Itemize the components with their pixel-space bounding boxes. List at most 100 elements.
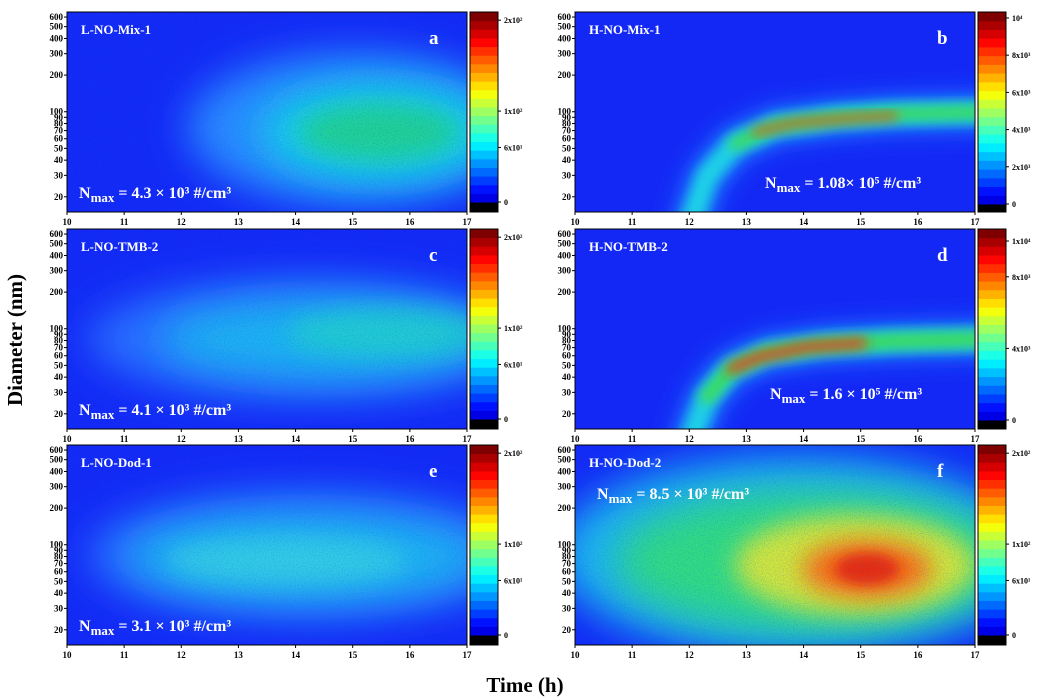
nmax-subscript: max [777,180,801,195]
colorbar-band [470,229,498,239]
panel-title: H-NO-Dod-2 [589,455,661,470]
y-tick-label: 80 [562,119,572,129]
colorbar-band [978,289,1006,299]
y-tick-label: 300 [558,266,572,276]
colorbar-band [470,349,498,360]
colorbar-band [978,557,1006,567]
nmax-annotation: Nmax = 3.1 × 10³ #/cm³ [79,618,231,638]
colorbar-band [470,246,498,256]
colorbar-tick-label: 6x10¹ [504,360,523,369]
nmax-text: = 4.1 × 10³ #/cm³ [118,402,231,419]
colorbar-band [978,38,1006,48]
colorbar-band [978,514,1006,524]
x-tick-label: 14 [291,650,301,660]
y-tick-label: 300 [558,482,572,492]
colorbar-band [978,445,1006,455]
colorbar-band [470,107,498,117]
speckle [67,229,467,429]
colorbar-band [470,315,498,325]
colorbar-band [978,609,1006,619]
nmax-text: = 1.08× 10⁵ #/cm³ [804,175,921,192]
colorbar-band [978,55,1006,65]
y-tick-label: 50 [562,143,572,153]
colorbar-band [470,401,498,411]
colorbar-band [470,470,498,481]
y-tick-label: 50 [562,576,572,586]
colorbar-band [470,272,498,282]
colorbar-tick-label: 2x10² [504,449,523,458]
x-tick-label: 15 [856,650,866,660]
colorbar-band [470,158,498,168]
x-tick-label: 16 [913,434,923,444]
colorbar-band [978,565,1006,576]
panel-letter: d [937,245,948,266]
colorbar-band [470,298,498,308]
nmax-symbol: N [79,618,91,635]
y-tick-label: 500 [558,22,572,32]
colorbar-band [978,548,1006,558]
colorbar-band [978,376,1006,386]
colorbar-tick-label: 1x10² [1012,540,1031,549]
colorbar-frame [977,444,1007,646]
y-tick-label: 90 [562,545,572,555]
x-tick-label: 16 [913,650,923,660]
y-tick-label: 60 [54,351,64,361]
y-tick-label: 400 [558,466,572,476]
colorbar-band [470,358,498,368]
y-tick-label: 400 [50,33,64,43]
y-tick-label: 200 [558,503,572,513]
colorbar-frame [469,11,499,213]
panel-letter: e [429,461,437,482]
colorbar-tick-label: 1x10² [504,324,523,333]
y-tick-label: 30 [54,603,64,613]
colorbar-band [978,470,1006,481]
colorbar-band [470,263,498,273]
colorbar-band [470,600,498,610]
panel-letter: c [429,245,437,266]
y-tick-label: 20 [54,409,64,419]
x-tick-label: 16 [913,217,923,227]
x-tick-label: 10 [571,650,581,660]
colorbar-band [978,20,1006,30]
colorbar-tick-label: 6x10¹ [1012,576,1031,585]
colorbar-band [470,55,498,65]
colorbar-band [470,617,498,627]
y-tick-label: 300 [50,49,64,59]
colorbar-band [978,496,1006,506]
y-tick-label: 70 [54,126,64,136]
colorbar-band [470,496,498,506]
colorbar-band [470,626,498,636]
colorbar-band [978,186,1006,196]
nmax-annotation: Nmax = 4.3 × 10³ #/cm³ [79,185,231,205]
colorbar-band [470,324,498,334]
colorbar-band [470,462,498,472]
colorbar-band [470,150,498,160]
y-tick-label: 100 [50,324,64,334]
colorbar-band [978,531,1006,541]
x-tick-label: 10 [63,434,73,444]
x-tick-label: 11 [628,434,637,444]
colorbar-band [978,350,1006,360]
heatmap [575,12,975,212]
colorbar-band [470,176,498,186]
speckle [575,445,975,645]
colorbar-tick-label: 1x10² [504,540,523,549]
x-tick-label: 13 [742,650,752,660]
y-tick-label: 300 [558,49,572,59]
panel-title: L-NO-TMB-2 [81,239,158,254]
x-tick-label: 15 [856,434,866,444]
colorbar-under [978,635,1006,645]
x-tick-label: 12 [685,434,695,444]
colorbar-band [978,29,1006,39]
y-tick-label: 90 [562,112,572,122]
y-tick-label: 20 [562,409,572,419]
x-tick-label: 11 [120,434,129,444]
colorbar-band [470,72,498,82]
colorbar-band [978,116,1006,126]
colorbar-band [470,609,498,619]
y-tick-label: 60 [54,567,64,577]
colorbar-band [470,115,498,125]
y-tick-label: 70 [562,126,572,136]
colorbar-band [470,37,498,48]
